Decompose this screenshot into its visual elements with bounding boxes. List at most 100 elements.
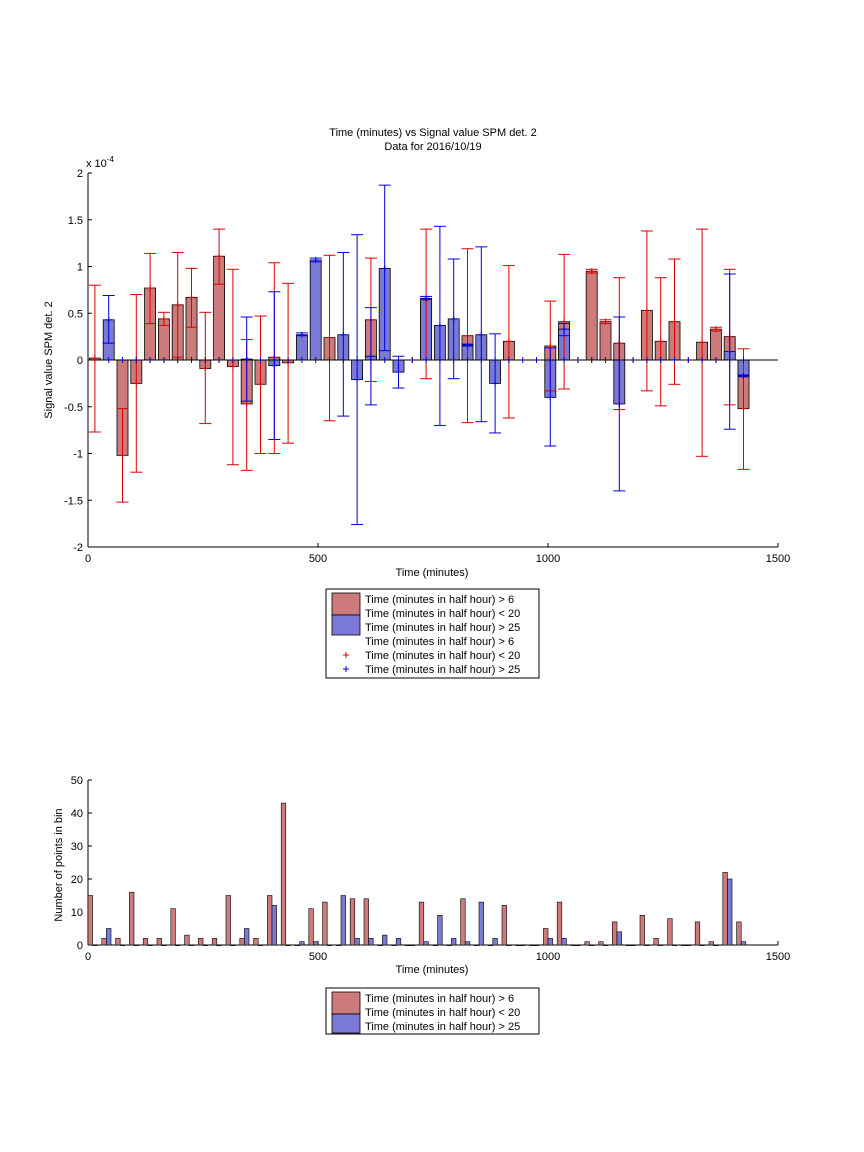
blue-count-bar (119, 944, 126, 946)
blue-count-bar (147, 944, 153, 946)
red-bar (585, 270, 598, 361)
blue-count-bar (492, 938, 498, 946)
blue-bar (295, 334, 308, 361)
blue-count-bar (285, 944, 291, 946)
blue-count-bar (368, 938, 374, 946)
red-count-bar (529, 944, 535, 946)
x-tick-label-2: 1500 (766, 951, 790, 963)
blue-count-bar (299, 941, 305, 946)
red-count-bar (639, 914, 645, 946)
x-tick-label-2: 500 (309, 951, 327, 963)
y-tick-label-2: 50 (71, 775, 83, 787)
blue-count-bar (202, 944, 208, 946)
blue-count-bar (313, 941, 319, 946)
red-count-bar (708, 941, 714, 946)
x-axis-label-2: Time (minutes) (396, 964, 469, 976)
blue-count-bar (685, 944, 691, 946)
y-tick-label: 1 (77, 262, 83, 274)
red-count-bar (225, 895, 231, 946)
blue-count-bar (437, 914, 443, 946)
blue-count-bar (106, 928, 112, 946)
blue-count-bar (423, 941, 429, 946)
red-count-bar (584, 941, 590, 946)
y-multiplier-base: x 10 (86, 158, 107, 170)
y-multiplier-exponent: -4 (107, 155, 115, 164)
red-count-bar (184, 934, 190, 946)
count-legend: Time (minutes in half hour) > 6 Time (min… (325, 987, 540, 1035)
x-tick-label: 1000 (536, 553, 560, 565)
legend-swatch-red (331, 592, 361, 616)
red-count-bar (487, 944, 494, 946)
red-count-bar (694, 921, 701, 946)
y-tick-label-2: 20 (71, 874, 83, 886)
red-count-bar (129, 891, 135, 946)
blue-count-bar (561, 938, 567, 946)
red-count-bar (653, 938, 659, 946)
legend-swatch-red-2 (331, 991, 361, 1015)
y-tick-label: 0.5 (68, 308, 83, 320)
y-tick-label: 2 (77, 168, 83, 180)
blue-count-bar (533, 944, 540, 946)
red-count-bar (515, 944, 521, 946)
blue-count-bar (727, 878, 733, 946)
red-count-bar (722, 872, 728, 946)
red-count-bar (543, 928, 549, 946)
blue-count-bar (257, 944, 264, 946)
red-count-bar (267, 895, 273, 946)
x-tick-label: 500 (309, 553, 327, 565)
y-tick-label-2: 0 (77, 940, 83, 952)
blue-count-bar (409, 944, 415, 946)
blue-bar (309, 259, 322, 361)
red-count-bar (211, 938, 218, 946)
legend-label-2: Time (minutes in half hour) > 25 (365, 1021, 520, 1033)
blue-count-bar (230, 944, 236, 946)
legend-label: Time (minutes in half hour) > 6 (365, 594, 514, 606)
blue-count-bar (713, 944, 719, 946)
count-plot-area: 0 500 1000 1500 0 10 20 30 40 50 (71, 775, 790, 963)
signal-plot-area: 0 500 1000 1500 -2 -1.5 -1 -0.5 0 0.5 1 1.5 2 (64, 168, 790, 565)
x-tick-label-2: 1000 (536, 951, 560, 963)
blue-count-bar (644, 944, 650, 946)
red-count-bar (115, 938, 121, 946)
chart-title: Time (minutes) vs Signal value SPM det. … (329, 127, 536, 139)
red-count-bar (101, 938, 107, 946)
blue-count-bar (575, 944, 581, 946)
red-count-bar (460, 898, 466, 946)
y-tick-label-2: 30 (71, 841, 83, 853)
red-count-bar (598, 941, 604, 946)
blue-count-bar (188, 944, 195, 946)
blue-count-bar (395, 938, 402, 946)
y-axis-label-2: Number of points in bin (53, 808, 65, 921)
y-tick-label-2: 10 (71, 907, 83, 919)
red-count-bar (667, 918, 673, 946)
red-count-bar (308, 908, 314, 946)
blue-count-bar (616, 931, 622, 946)
blue-count-bar (671, 944, 678, 946)
red-count-bar (349, 898, 356, 946)
red-count-bar (556, 901, 563, 946)
red-count-bar (612, 921, 618, 946)
blue-count-bar (740, 941, 747, 946)
red-count-bar (156, 938, 162, 946)
x-tick-label: 1500 (766, 553, 790, 565)
legend-label: Time (minutes in half hour) > 25 (365, 622, 520, 634)
y-axis-label: Signal value SPM det. 2 (43, 301, 55, 418)
blue-count-bar (699, 944, 705, 946)
legend-box (325, 588, 540, 679)
legend-box-2 (325, 987, 540, 1035)
red-count-bar (377, 944, 383, 946)
red-count-bar (681, 944, 687, 946)
blue-count-bar (271, 905, 277, 946)
y-tick-label-2: 40 (71, 808, 83, 820)
blue-count-bar (520, 944, 526, 946)
blue-count-bar (589, 944, 595, 946)
legend-label: Time (minutes in half hour) > 6 (365, 636, 514, 648)
red-count-bar (142, 938, 149, 946)
blue-count-bar (506, 944, 512, 946)
red-count-bar (280, 802, 287, 946)
red-count-bar (294, 944, 300, 946)
blue-count-bar (658, 944, 664, 946)
blue-count-bar (161, 944, 167, 946)
legend-label: Time (minutes in half hour) > 25 (365, 664, 520, 676)
